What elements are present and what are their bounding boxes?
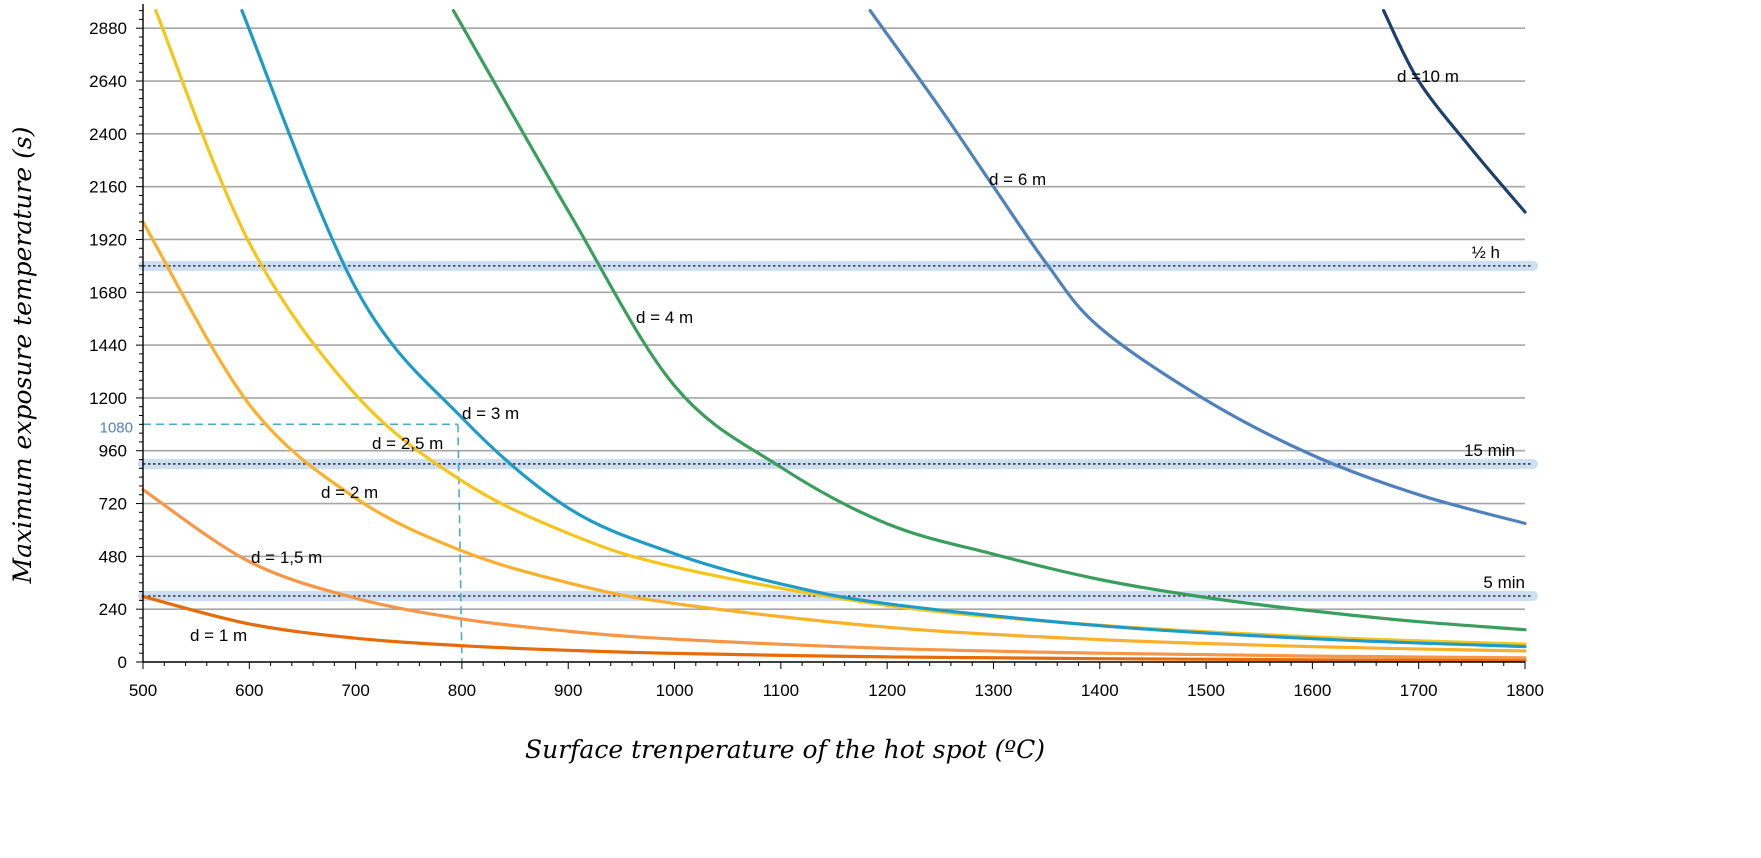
series-line bbox=[141, 488, 1527, 660]
x-tick-label: 600 bbox=[235, 681, 263, 700]
y-tick-label: 720 bbox=[99, 495, 127, 514]
y-tick-label: 480 bbox=[99, 547, 127, 566]
y-tick-label: 2640 bbox=[89, 72, 127, 91]
y-tick-label: 1680 bbox=[89, 283, 127, 302]
reference-label: 5 min bbox=[1483, 573, 1525, 592]
series-label: d = 1 m bbox=[190, 626, 247, 645]
x-tick-label: 1400 bbox=[1081, 681, 1119, 700]
series-line bbox=[141, 594, 1527, 663]
y-tick-label: 240 bbox=[99, 600, 127, 619]
x-tick-label: 1100 bbox=[763, 681, 800, 700]
series-line bbox=[240, 9, 1527, 649]
series-line bbox=[154, 9, 1527, 646]
x-tick-label: 700 bbox=[341, 681, 369, 700]
x-tick-label: 1700 bbox=[1400, 681, 1438, 700]
x-tick-label: 1600 bbox=[1293, 681, 1331, 700]
x-tick-label: 1000 bbox=[656, 681, 694, 700]
series-label: d = 1,5 m bbox=[251, 548, 322, 567]
marker-guide: 1080 bbox=[100, 419, 463, 663]
x-tick-label: 800 bbox=[448, 681, 476, 700]
grid-layer bbox=[143, 27, 1525, 610]
y-tick-label: 960 bbox=[99, 442, 127, 461]
x-tick-label: 1500 bbox=[1187, 681, 1225, 700]
reference-label: ½ h bbox=[1472, 243, 1500, 262]
y-tick-label: 2160 bbox=[89, 178, 127, 197]
series-line bbox=[868, 9, 1527, 525]
x-tick-label: 1300 bbox=[975, 681, 1013, 700]
series-label: d = 3 m bbox=[462, 404, 519, 423]
marker-vertical-guide bbox=[457, 424, 463, 663]
series-labels: d = 1 m d = 1,5 m d = 2 m d = 2,5 m d = 3 m d… bbox=[190, 67, 1459, 645]
series-label: d = 6 m bbox=[989, 170, 1046, 189]
series-label: d = 4 m bbox=[636, 308, 693, 327]
y-tick-label: 2880 bbox=[89, 19, 127, 38]
x-tick-label: 1200 bbox=[868, 681, 906, 700]
y-tick-label: 1440 bbox=[89, 336, 127, 355]
axes: 0 240 480 720 960 1200 1440 1680 1920 2160 2400 264… bbox=[89, 4, 1544, 700]
x-tick-label: 500 bbox=[129, 681, 157, 700]
y-tick-label: 2400 bbox=[89, 125, 127, 144]
series-label: d = 2 m bbox=[321, 483, 378, 502]
y-axis-title: Maximum exposure temperature (s) bbox=[8, 126, 37, 584]
y-tick-label: 0 bbox=[118, 653, 127, 672]
reference-lines: ½ h 15 min 5 min bbox=[138, 243, 1538, 601]
series-line bbox=[141, 220, 1527, 653]
reference-label: 15 min bbox=[1464, 441, 1515, 460]
series-layer bbox=[141, 9, 1527, 663]
x-tick-label: 900 bbox=[554, 681, 582, 700]
series-line bbox=[1382, 9, 1527, 214]
series-label: d = 2,5 m bbox=[372, 434, 443, 453]
y-tick-label: 1200 bbox=[89, 389, 127, 408]
series-label: d =10 m bbox=[1397, 67, 1459, 86]
x-axis-title: Surface trenperature of the hot spot (ºC… bbox=[525, 735, 1045, 764]
y-tick-label: 1920 bbox=[89, 230, 127, 249]
x-tick-label: 1800 bbox=[1506, 681, 1544, 700]
marker-label: 1080 bbox=[100, 419, 133, 436]
series-line bbox=[451, 9, 1527, 632]
